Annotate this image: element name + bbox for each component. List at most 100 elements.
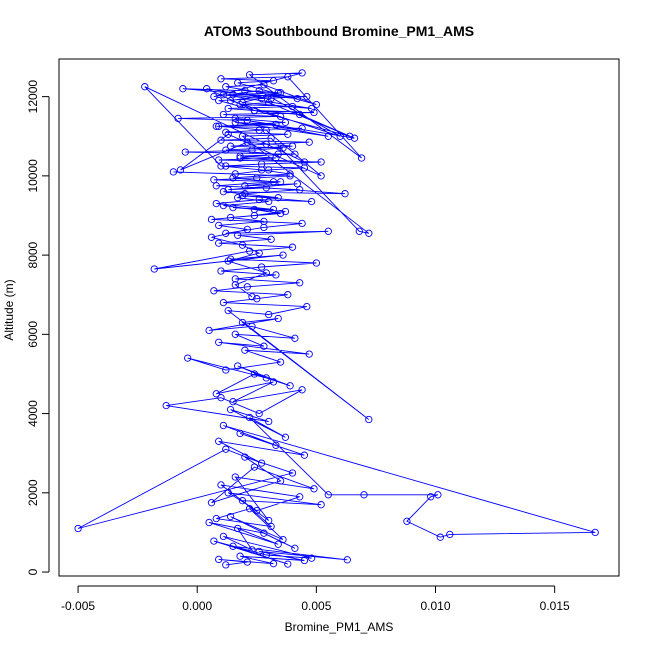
data-point [250, 463, 259, 471]
data-point [269, 77, 278, 85]
data-point [436, 533, 444, 541]
data-point [312, 259, 321, 267]
data-point [267, 235, 275, 243]
series-layer [74, 69, 599, 569]
data-point [262, 184, 270, 192]
data-point [207, 215, 216, 224]
data-point [217, 162, 225, 170]
data-point [217, 136, 225, 144]
data-point [346, 132, 354, 140]
data-point [207, 499, 216, 507]
data-point [215, 122, 223, 130]
data-point [317, 158, 325, 166]
data-point [260, 81, 268, 89]
data-point [281, 118, 290, 127]
data-point [265, 516, 273, 525]
data-point [260, 342, 268, 350]
data-point [274, 150, 282, 158]
data-point [262, 269, 270, 277]
data-point [305, 350, 313, 358]
data-point [291, 334, 299, 342]
data-point [234, 231, 242, 239]
data-point [212, 514, 220, 523]
data-point [284, 130, 292, 138]
data-point [219, 91, 228, 99]
x-tick-label: 0.010 [420, 599, 450, 613]
data-point [257, 459, 266, 467]
y-tick-label: 10000 [26, 159, 40, 193]
data-point [276, 209, 285, 218]
data-point [176, 166, 185, 174]
data-point [236, 100, 244, 109]
data-point [427, 493, 435, 501]
data-point [276, 178, 285, 186]
data-point [298, 124, 306, 132]
data-point [219, 188, 228, 196]
data-point [284, 73, 292, 81]
data-point [238, 497, 247, 505]
data-point [229, 174, 237, 182]
data-point [343, 556, 351, 564]
data-point [272, 271, 280, 279]
data-point [272, 154, 280, 162]
data-point [219, 532, 228, 541]
data-point [298, 386, 306, 394]
data-point [241, 182, 249, 190]
data-point [212, 199, 220, 208]
data-point [288, 243, 297, 251]
data-point [265, 417, 273, 426]
data-point [222, 128, 230, 136]
data-point [222, 445, 230, 453]
data-point [179, 85, 187, 93]
data-point [236, 152, 244, 160]
data-point [267, 94, 275, 103]
data-point [74, 524, 82, 533]
data-point [307, 197, 316, 206]
data-point [245, 71, 254, 79]
data-point [257, 166, 266, 174]
data-point [341, 190, 349, 198]
data-point [286, 382, 294, 390]
data-point [360, 491, 368, 499]
data-point [231, 114, 239, 123]
data-point [174, 114, 182, 123]
data-point [257, 160, 266, 168]
data-point [296, 279, 304, 287]
data-point [324, 227, 332, 235]
data-point [276, 358, 285, 366]
data-point [222, 146, 230, 154]
data-point [276, 89, 285, 97]
data-point [222, 561, 230, 569]
data-point [150, 265, 158, 273]
x-tick-label: 0.015 [540, 599, 570, 613]
data-point [274, 540, 282, 548]
data-point [269, 178, 278, 186]
data-point [324, 132, 332, 140]
data-point [210, 92, 218, 101]
data-point [234, 79, 242, 87]
x-tick-label: 0.000 [182, 599, 212, 613]
data-point [248, 293, 256, 301]
y-tick-label: 0 [26, 568, 40, 575]
data-point [234, 362, 242, 370]
data-point [403, 517, 411, 525]
data-point [365, 415, 373, 424]
data-point [272, 120, 280, 129]
data-point [224, 130, 232, 138]
data-point [217, 394, 225, 402]
data-point [265, 197, 273, 206]
data-point [243, 283, 251, 291]
data-point [226, 512, 235, 521]
data-point [238, 98, 247, 107]
data-point [303, 92, 311, 101]
y-axis: 0 2000 4000 6000 8000 10000 12000 [26, 80, 50, 575]
data-point [226, 405, 235, 414]
data-point [212, 122, 220, 130]
data-point [231, 473, 239, 481]
data-point [238, 132, 247, 140]
data-point [226, 142, 235, 150]
data-point [236, 154, 244, 162]
data-point [300, 451, 309, 459]
data-point [236, 552, 244, 560]
